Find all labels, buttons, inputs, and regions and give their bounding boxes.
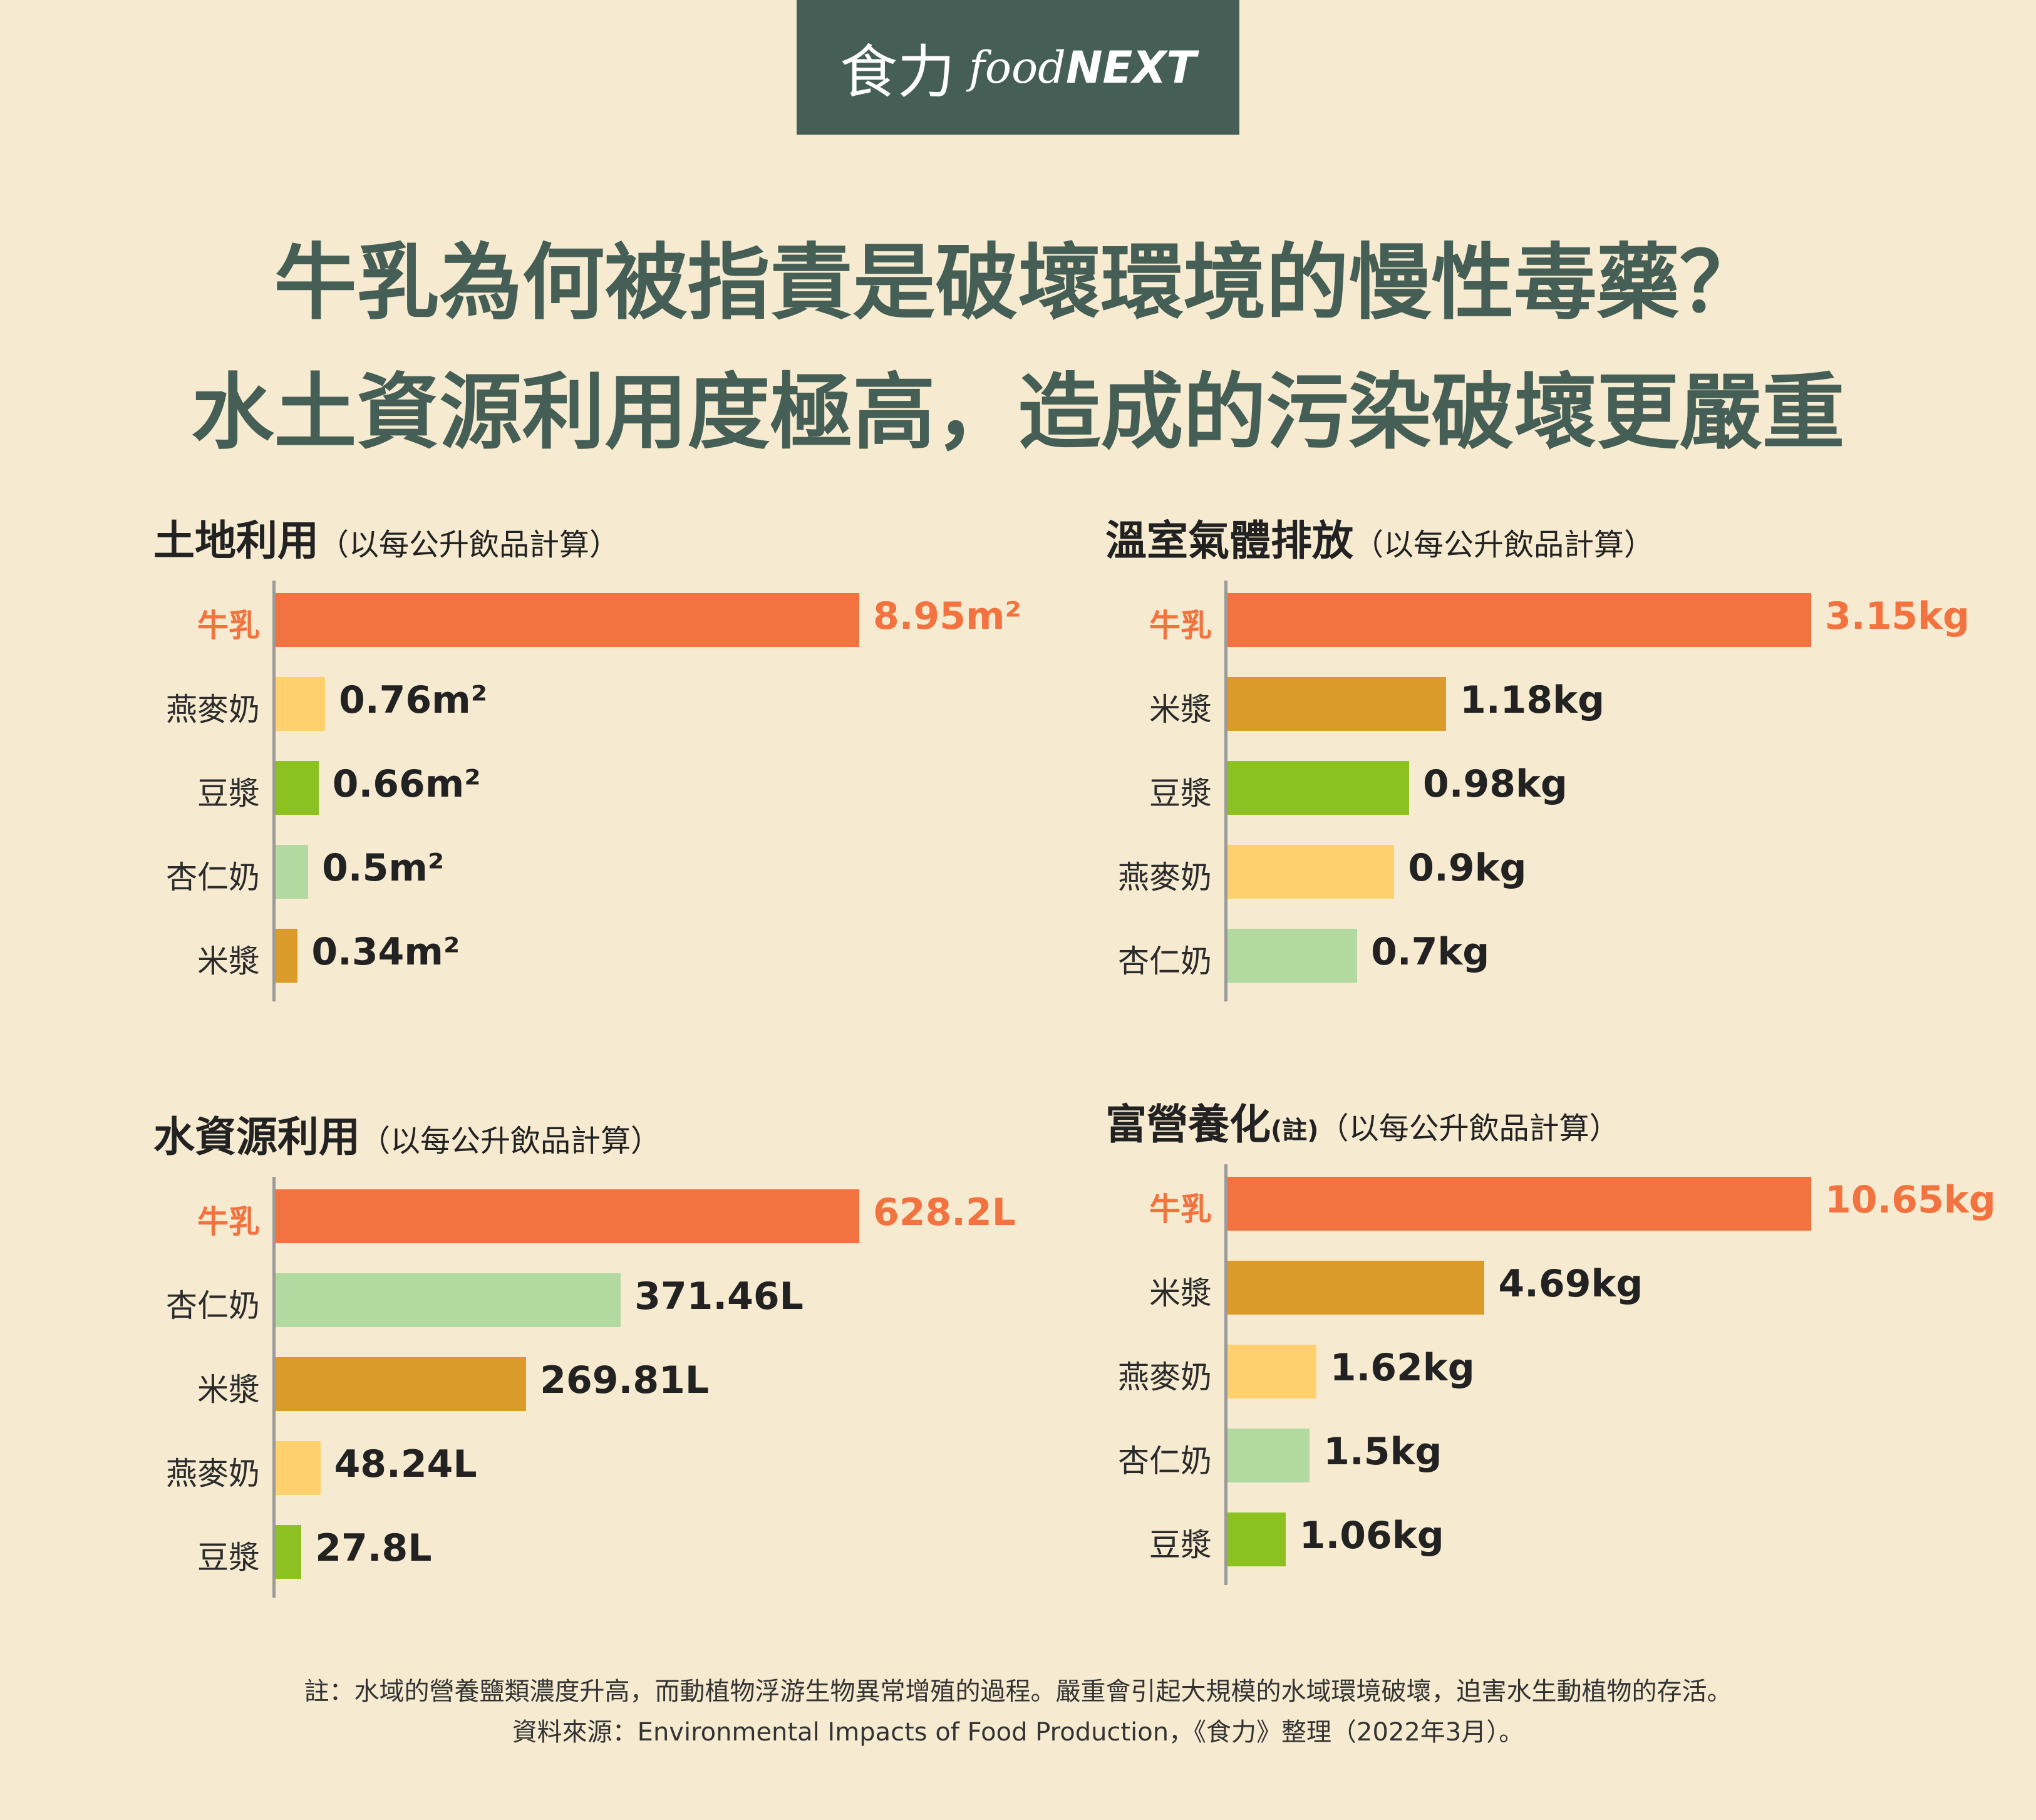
chart-subtitle: （以每公升飲品計算） — [360, 1124, 661, 1159]
chart-land-use: 土地利用（以每公升飲品計算） 牛乳 8.95m² 燕麥奶 0.76m² 豆漿 0.66m²… — [153, 507, 1130, 1008]
value-label: 10.65kg — [1825, 1178, 1996, 1222]
bar — [276, 1273, 621, 1327]
value-label: 269.81L — [540, 1358, 710, 1402]
chart-eutrophication: 富營養化(註)（以每公升飲品計算） 牛乳 10.65kg 米漿 4.69kg 燕麥奶 1.… — [1105, 1091, 2036, 1592]
category-label: 燕麥奶 — [1118, 859, 1212, 896]
category-label: 杏仁奶 — [1118, 943, 1212, 980]
category-label: 牛乳 — [1149, 1191, 1212, 1228]
chart-subtitle: （以每公升飲品計算） — [1318, 1111, 1620, 1146]
value-label: 8.95m² — [873, 594, 1021, 638]
chart-title: 水資源利用（以每公升飲品計算） — [153, 1104, 661, 1164]
chart-title-main: 溫室氣體排放 — [1105, 517, 1353, 565]
bar — [1227, 845, 1395, 899]
chart-axis — [1224, 581, 1227, 1001]
category-label: 燕麥奶 — [166, 691, 260, 728]
bar — [276, 929, 298, 983]
chart-water-use: 水資源利用（以每公升飲品計算） 牛乳 628.2L 杏仁奶 371.46L 米漿 269.… — [153, 1104, 1130, 1605]
value-label: 1.06kg — [1299, 1514, 1444, 1558]
value-label: 0.66m² — [332, 762, 481, 806]
bar — [1227, 1429, 1310, 1482]
value-label: 1.18kg — [1460, 678, 1605, 722]
chart-axis — [272, 1177, 276, 1598]
chart-axis — [1224, 1164, 1227, 1585]
bar — [1227, 593, 1811, 647]
bar — [276, 1441, 321, 1495]
value-label: 371.46L — [634, 1275, 804, 1318]
logo-en-prefix: food — [968, 41, 1066, 93]
bar — [1227, 1345, 1316, 1399]
category-label: 豆漿 — [1149, 1527, 1212, 1563]
category-label: 豆漿 — [1149, 775, 1212, 812]
logo-en-suffix: NEXT — [1065, 41, 1197, 93]
logo-en: foodNEXT — [969, 42, 1196, 93]
bar — [1227, 761, 1409, 815]
bar — [1227, 677, 1447, 731]
bar — [276, 1525, 302, 1579]
bar — [276, 593, 859, 647]
bar — [1227, 1512, 1286, 1566]
value-label: 3.15kg — [1825, 594, 1970, 638]
bar — [1227, 1177, 1811, 1231]
bar — [276, 677, 326, 731]
category-label: 牛乳 — [1149, 608, 1212, 644]
category-label: 豆漿 — [197, 1539, 260, 1576]
bar — [276, 1357, 527, 1411]
category-label: 米漿 — [1149, 1275, 1212, 1311]
logo-cn: 食力 — [839, 39, 955, 106]
category-label: 米漿 — [197, 943, 260, 980]
category-label: 豆漿 — [197, 775, 260, 812]
chart-subtitle: （以每公升飲品計算） — [319, 527, 620, 562]
value-label: 27.8L — [315, 1526, 432, 1570]
value-label: 4.69kg — [1498, 1262, 1643, 1306]
value-label: 48.24L — [334, 1442, 477, 1486]
bar — [276, 1189, 859, 1243]
chart-title-main: 水資源利用 — [153, 1113, 360, 1161]
value-label: 0.7kg — [1371, 930, 1490, 974]
chart-ghg-emission: 溫室氣體排放（以每公升飲品計算） 牛乳 3.15kg 米漿 1.18kg 豆漿 0.98k… — [1105, 507, 2036, 1008]
category-label: 杏仁奶 — [166, 859, 260, 896]
logo: 食力 foodNEXT — [797, 0, 1239, 135]
chart-subtitle: （以每公升飲品計算） — [1353, 527, 1655, 562]
value-label: 1.62kg — [1330, 1346, 1475, 1390]
bar — [1227, 1261, 1485, 1315]
value-label: 0.34m² — [311, 930, 460, 974]
value-label: 628.2L — [873, 1191, 1016, 1234]
category-label: 杏仁奶 — [166, 1288, 260, 1324]
category-label: 牛乳 — [197, 1204, 260, 1240]
value-label: 1.5kg — [1323, 1430, 1442, 1474]
chart-axis — [272, 581, 276, 1001]
chart-title: 富營養化(註)（以每公升飲品計算） — [1105, 1091, 1620, 1151]
chart-title-main: 土地利用 — [153, 517, 319, 565]
footer-source: 資料來源：Environmental Impacts of Food Produ… — [512, 1718, 1524, 1747]
category-label: 杏仁奶 — [1118, 1443, 1212, 1479]
chart-title: 土地利用（以每公升飲品計算） — [153, 507, 619, 567]
chart-title-note: (註) — [1271, 1116, 1319, 1145]
value-label: 0.98kg — [1422, 762, 1568, 806]
main-title-line2: 水土資源利用度極高，造成的污染破壞更嚴重 — [191, 365, 1845, 461]
footer-note: 註：水域的營養鹽類濃度升高，而動植物浮游生物異常增殖的過程。嚴重會引起大規模的水… — [304, 1677, 1732, 1706]
category-label: 米漿 — [1149, 691, 1212, 728]
category-label: 燕麥奶 — [166, 1455, 260, 1492]
category-label: 米漿 — [197, 1372, 260, 1408]
category-label: 燕麥奶 — [1118, 1359, 1212, 1395]
chart-title: 溫室氣體排放（以每公升飲品計算） — [1105, 507, 1654, 567]
main-title-line1: 牛乳為何被指責是破壞環境的慢性毒藥？ — [274, 235, 1762, 331]
value-label: 0.5m² — [322, 846, 445, 890]
bar — [276, 761, 319, 815]
category-label: 牛乳 — [197, 608, 260, 644]
value-label: 0.76m² — [339, 678, 487, 722]
value-label: 0.9kg — [1408, 846, 1527, 890]
chart-title-main: 富營養化 — [1105, 1100, 1271, 1149]
bar — [1227, 929, 1358, 983]
bar — [276, 845, 309, 899]
